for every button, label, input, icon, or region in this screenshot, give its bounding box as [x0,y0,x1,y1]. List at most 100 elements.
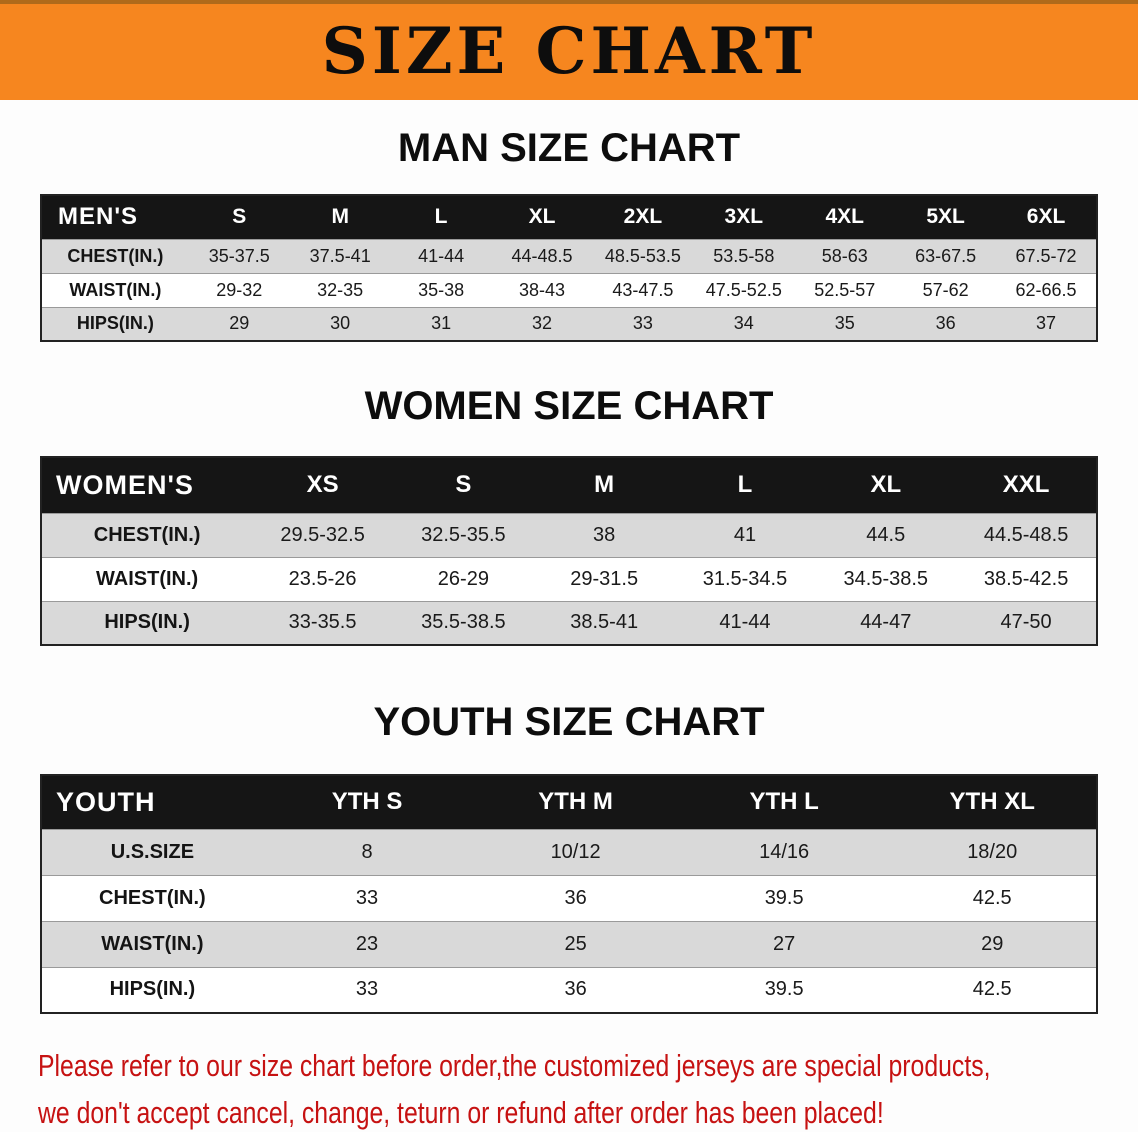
size-header-cell: YTH M [471,775,680,829]
value-cell: 32 [531,313,553,334]
value-cell: 44.5 [866,523,906,546]
women-size-chart-heading: WOMEN SIZE CHART [364,384,774,428]
size-header-cell: 2XL [592,195,694,239]
table-header-row: MEN'S S M L XL 2XL 3XL 4XL 5XL 6XL [41,195,1097,239]
row-label-cell: CHEST(IN.) [93,523,201,546]
value-cell: 14/16 [759,840,810,863]
size-chart-banner: SIZE CHART [0,0,1138,100]
value-cell: 53.5-58 [713,245,775,266]
value-cell: 52.5-57 [814,279,876,300]
value-cell: 48.5-53.5 [604,245,681,266]
size-header-cell: XL [491,195,593,239]
value-cell: 41 [733,523,757,546]
table-header-row: WOMEN'S XS S M L XL XXL [41,457,1097,513]
value-cell: 35-37.5 [208,245,270,266]
row-label-cell: HIPS(IN.) [104,611,190,634]
size-header-cell: XL [815,457,957,513]
size-header-cell: YTH L [679,775,889,829]
row-label-cell: WAIST(IN.) [101,932,204,955]
table-row: U.S.SIZE 8 10/12 14/16 18/20 [41,829,1097,875]
value-cell: 35.5-38.5 [421,611,506,634]
row-label-cell: CHEST(IN.) [99,886,206,909]
row-label-cell: CHEST(IN.) [67,245,164,266]
size-header-cell: 5XL [895,195,997,239]
table-row: WAIST(IN.) 23 25 27 29 [41,921,1097,967]
value-cell: 31 [431,313,452,334]
value-cell: 33 [355,978,379,1001]
value-cell: 32.5-35.5 [421,523,506,546]
value-cell: 31.5-34.5 [702,567,788,590]
value-cell: 62-66.5 [1015,279,1077,300]
table-header-row: YOUTH YTH S YTH M YTH L YTH XL [41,775,1097,829]
value-cell: 29 [229,313,250,334]
row-label-cell: HIPS(IN.) [109,978,196,1001]
value-cell: 43-47.5 [612,279,674,300]
value-cell: 30 [330,313,351,334]
value-cell: 10/12 [550,840,601,863]
size-header-cell: L [674,457,816,513]
value-cell: 37.5-41 [309,245,371,266]
table-row: HIPS(IN.) 29 30 31 32 33 34 35 36 37 [41,307,1097,341]
value-cell: 38-43 [518,279,566,300]
value-cell: 29 [981,932,1004,955]
size-header-cell: 4XL [794,195,896,239]
table-title-cell: YOUTH [41,775,263,829]
value-cell: 27 [773,932,796,955]
disclaimer-line-1: Please refer to our size chart before or… [38,1048,991,1083]
value-cell: 36 [564,886,587,909]
size-header-cell: S [188,195,290,239]
table-title-cell: WOMEN'S [41,457,253,513]
table-row: CHEST(IN.) 33 36 39.5 42.5 [41,875,1097,921]
value-cell: 29-31.5 [570,567,639,590]
value-cell: 35-38 [418,279,465,300]
disclaimer-line-2: we don't accept cancel, change, teturn o… [38,1095,884,1130]
row-label-cell: U.S.SIZE [110,840,195,863]
value-cell: 29-32 [216,279,263,300]
value-cell: 41-44 [418,245,465,266]
value-cell: 37 [1036,313,1057,334]
value-cell: 34 [733,313,754,334]
size-table: YOUTH YTH S YTH M YTH L YTH XL U.S.SIZE 8 10/12… [40,774,1098,1014]
value-cell: 23.5-26 [288,567,357,590]
value-cell: 33 [632,313,653,334]
value-cell: 26-29 [437,567,489,590]
value-cell: 23 [355,932,379,955]
value-cell: 47.5-52.5 [705,279,782,300]
value-cell: 63-67.5 [915,245,977,266]
size-header-cell: 3XL [693,195,795,239]
size-header-cell: M [533,457,675,513]
value-cell: 58-63 [821,245,868,266]
value-cell: 57-62 [922,279,969,300]
value-cell: 8 [361,840,373,863]
value-cell: 42.5 [972,978,1012,1001]
disclaimer: Please refer to our size chart before or… [38,1042,1100,1136]
value-cell: 18/20 [967,840,1018,863]
size-header-cell: 6XL [996,195,1097,239]
women-size-table: WOMEN'S XS S M L XL XXL CHEST(IN.) 29.5-32.5 32.5… [40,456,1098,646]
size-header-cell: YTH S [262,775,472,829]
value-cell: 29.5-32.5 [280,523,365,546]
value-cell: 44-47 [860,611,912,634]
man-size-table: MEN'S S M L XL 2XL 3XL 4XL 5XL 6XL CHEST(IN.) 35-37… [40,194,1098,342]
size-table: WOMEN'S XS S M L XL XXL CHEST(IN.) 29.5-32.5 32.5… [40,456,1098,646]
youth-size-table: YOUTH YTH S YTH M YTH L YTH XL U.S.SIZE 8 10/12… [40,774,1098,1014]
table-row: WAIST(IN.) 23.5-26 26-29 29-31.5 31.5-34.5 34… [41,557,1097,601]
value-cell: 39.5 [764,886,804,909]
value-cell: 25 [564,932,587,955]
value-cell: 33 [355,886,379,909]
size-header-cell: M [289,195,391,239]
value-cell: 33-35.5 [288,611,357,634]
value-cell: 41-44 [719,611,771,634]
row-label-cell: HIPS(IN.) [76,313,154,334]
value-cell: 32-35 [317,279,364,300]
value-cell: 67.5-72 [1015,245,1077,266]
value-cell: 34.5-38.5 [843,567,929,590]
size-table: MEN'S S M L XL 2XL 3XL 4XL 5XL 6XL CHEST(IN.) 35-37… [40,194,1098,342]
value-cell: 36 [564,978,587,1001]
value-cell: 38.5-42.5 [983,567,1069,590]
row-label-cell: WAIST(IN.) [69,279,162,300]
value-cell: 39.5 [764,978,804,1001]
table-row: WAIST(IN.) 29-32 32-35 35-38 38-43 43-47.5 47.… [41,273,1097,307]
table-title-cell: MEN'S [41,195,189,239]
table-row: HIPS(IN.) 33-35.5 35.5-38.5 38.5-41 41-44 44-… [41,601,1097,645]
